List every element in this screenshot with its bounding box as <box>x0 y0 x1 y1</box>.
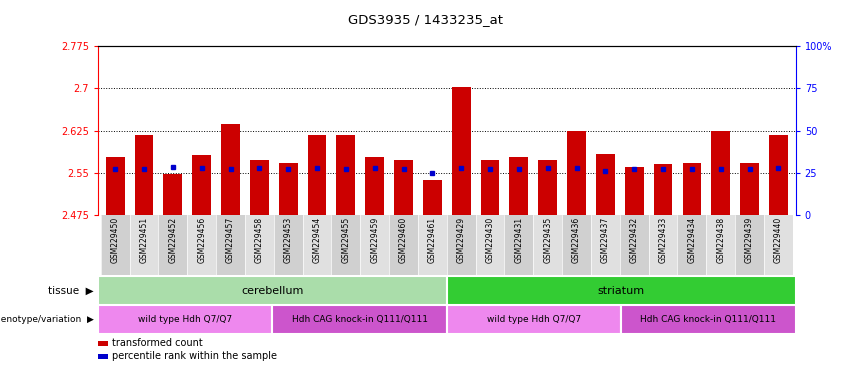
Text: GSM229461: GSM229461 <box>428 217 437 263</box>
Bar <box>100 215 129 275</box>
Bar <box>476 215 505 275</box>
Bar <box>735 215 764 275</box>
Text: GSM229437: GSM229437 <box>601 217 610 263</box>
Text: GSM229455: GSM229455 <box>341 217 351 263</box>
Text: GSM229439: GSM229439 <box>745 217 754 263</box>
Bar <box>648 215 677 275</box>
Bar <box>192 155 211 215</box>
Bar <box>308 134 327 215</box>
Bar <box>245 215 274 275</box>
Bar <box>331 215 360 275</box>
Bar <box>106 157 124 215</box>
Text: GSM229453: GSM229453 <box>283 217 293 263</box>
Text: GSM229459: GSM229459 <box>370 217 380 263</box>
Text: GSM229451: GSM229451 <box>140 217 149 263</box>
Bar <box>360 215 389 275</box>
Bar <box>98 354 108 359</box>
Bar <box>389 215 418 275</box>
Bar <box>279 163 298 215</box>
Bar <box>98 341 108 346</box>
Bar <box>98 305 272 334</box>
Bar <box>98 276 447 305</box>
Bar <box>447 215 476 275</box>
Bar <box>423 180 442 215</box>
Bar <box>591 215 620 275</box>
Bar <box>129 215 158 275</box>
Bar <box>272 305 447 334</box>
Bar <box>505 215 534 275</box>
Text: GSM229454: GSM229454 <box>312 217 322 263</box>
Bar <box>452 87 471 215</box>
Bar <box>221 124 240 215</box>
Text: GSM229456: GSM229456 <box>197 217 206 263</box>
Bar <box>706 215 735 275</box>
Bar <box>539 161 557 215</box>
Bar <box>274 215 303 275</box>
Text: GSM229431: GSM229431 <box>514 217 523 263</box>
Text: GSM229438: GSM229438 <box>717 217 725 263</box>
Text: GSM229436: GSM229436 <box>572 217 581 263</box>
Text: Hdh CAG knock-in Q111/Q111: Hdh CAG knock-in Q111/Q111 <box>641 315 776 324</box>
Bar <box>481 160 500 215</box>
Bar <box>769 134 788 215</box>
Text: GSM229460: GSM229460 <box>399 217 408 263</box>
Text: GDS3935 / 1433235_at: GDS3935 / 1433235_at <box>348 13 503 26</box>
Bar <box>447 276 796 305</box>
Bar <box>250 160 269 215</box>
Bar <box>510 157 528 215</box>
Bar <box>625 167 643 215</box>
Bar <box>596 154 614 215</box>
Bar <box>764 215 793 275</box>
Text: GSM229432: GSM229432 <box>630 217 639 263</box>
Text: GSM229434: GSM229434 <box>688 217 696 263</box>
Text: transformed count: transformed count <box>111 338 203 348</box>
Bar <box>447 305 621 334</box>
Text: wild type Hdh Q7/Q7: wild type Hdh Q7/Q7 <box>138 315 232 324</box>
Text: tissue  ▶: tissue ▶ <box>48 286 94 296</box>
Text: wild type Hdh Q7/Q7: wild type Hdh Q7/Q7 <box>487 315 581 324</box>
Text: GSM229430: GSM229430 <box>486 217 494 263</box>
Bar <box>336 134 355 215</box>
Bar <box>394 160 413 215</box>
Bar <box>677 215 706 275</box>
Text: percentile rank within the sample: percentile rank within the sample <box>111 351 277 361</box>
Bar <box>620 215 648 275</box>
Bar <box>621 305 796 334</box>
Text: cerebellum: cerebellum <box>241 286 304 296</box>
Bar <box>216 215 245 275</box>
Bar <box>303 215 331 275</box>
Text: GSM229433: GSM229433 <box>659 217 667 263</box>
Text: GSM229452: GSM229452 <box>168 217 177 263</box>
Bar <box>740 163 759 215</box>
Bar <box>158 215 187 275</box>
Text: GSM229450: GSM229450 <box>111 217 120 263</box>
Text: GSM229429: GSM229429 <box>457 217 465 263</box>
Bar <box>534 215 563 275</box>
Text: Hdh CAG knock-in Q111/Q111: Hdh CAG knock-in Q111/Q111 <box>292 315 427 324</box>
Bar <box>683 163 701 215</box>
Text: GSM229435: GSM229435 <box>543 217 552 263</box>
Bar <box>563 215 591 275</box>
Bar <box>654 164 672 215</box>
Bar <box>711 131 730 215</box>
Text: GSM229458: GSM229458 <box>254 217 264 263</box>
Text: striatum: striatum <box>597 286 645 296</box>
Bar <box>418 215 447 275</box>
Text: GSM229440: GSM229440 <box>774 217 783 263</box>
Bar <box>134 134 153 215</box>
Bar <box>567 131 585 215</box>
Text: genotype/variation  ▶: genotype/variation ▶ <box>0 315 94 324</box>
Bar <box>365 157 384 215</box>
Bar <box>163 174 182 215</box>
Bar <box>187 215 216 275</box>
Text: GSM229457: GSM229457 <box>226 217 235 263</box>
